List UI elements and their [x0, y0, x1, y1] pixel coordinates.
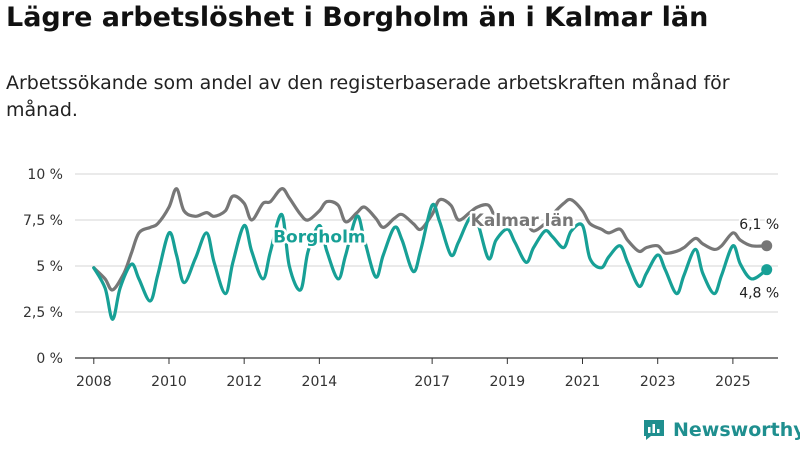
chart-subtitle: Arbetssökande som andel av den registerb…	[6, 72, 730, 121]
y-tick-label: 5 %	[36, 259, 63, 275]
x-tick-label: 2012	[226, 374, 262, 390]
y-tick-label: 7,5 %	[23, 213, 63, 229]
kalmar-end-point	[761, 240, 773, 252]
borgholm-label: Borgholm	[273, 228, 366, 248]
kalmar-label: Kalmar län	[471, 211, 574, 231]
brand-logo: Newsworthy	[642, 418, 800, 442]
x-tick-label: 2017	[414, 374, 450, 390]
y-tick-label: 10 %	[27, 167, 63, 183]
y-tick-label: 0 %	[36, 351, 63, 367]
borgholm-line	[92, 202, 769, 321]
x-tick-label: 2019	[490, 374, 526, 390]
bar-chart-icon	[644, 420, 664, 440]
x-tick-label: 2010	[151, 374, 187, 390]
y-tick-label: 2,5 %	[23, 305, 63, 321]
x-tick-label: 2023	[640, 374, 676, 390]
x-tick-label: 2025	[715, 374, 751, 390]
brand-name: Newsworthy	[673, 419, 800, 441]
chart-title: Lägre arbetslöshet i Borgholm än i Kalma…	[6, 2, 709, 33]
x-tick-label: 2014	[302, 374, 338, 390]
kalmar-end-label: 6,1 %	[739, 217, 779, 233]
x-tick-label: 2021	[565, 374, 601, 390]
borgholm-end-label: 4,8 %	[739, 286, 779, 302]
x-tick-label: 2008	[76, 374, 112, 390]
borgholm-end-point	[761, 264, 773, 276]
